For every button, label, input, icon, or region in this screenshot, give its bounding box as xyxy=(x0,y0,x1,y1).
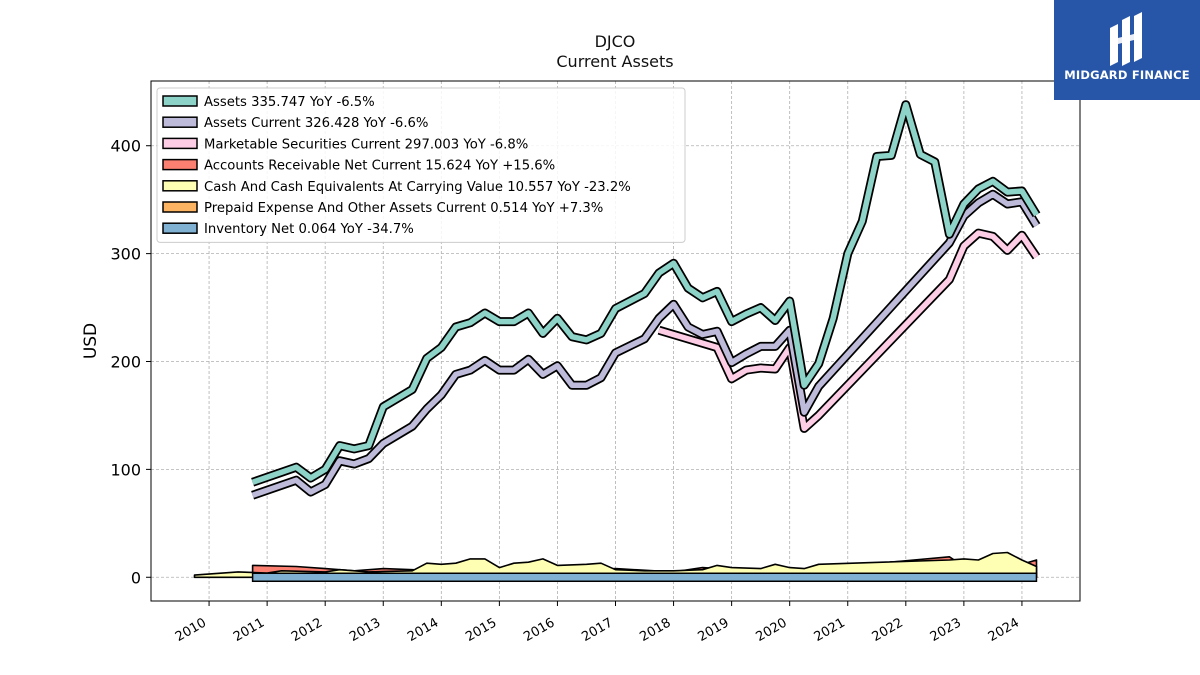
x-tick-label: 2015 xyxy=(463,615,499,645)
legend-entry-label: Prepaid Expense And Other Assets Current… xyxy=(204,201,603,216)
x-tick-label: 2023 xyxy=(928,615,964,645)
x-tick-label: 2024 xyxy=(986,615,1022,645)
legend-box xyxy=(156,87,686,243)
legend-entry-label: Assets 335.747 YoY -6.5% xyxy=(204,95,375,110)
series-line-3 xyxy=(658,230,1039,432)
legend-entry-label: Assets Current 326.428 YoY -6.6% xyxy=(204,116,428,131)
x-tick-label: 2017 xyxy=(579,615,615,645)
y-axis-ticks: 0 100 200 300 400 xyxy=(110,137,151,587)
x-tick-label: 2014 xyxy=(405,615,441,645)
logo-text: MIDGARD FINANCE xyxy=(1064,68,1190,82)
logo-mark-icon xyxy=(1110,12,1142,66)
legend-entry-label: Cash And Cash Equivalents At Carrying Va… xyxy=(204,180,631,195)
legend-swatch xyxy=(162,222,198,234)
legend-swatch xyxy=(162,116,198,128)
x-tick-label: 2010 xyxy=(173,615,209,645)
legend-swatch xyxy=(162,201,198,213)
legend-entry-label: Inventory Net 0.064 YoY -34.7% xyxy=(204,222,414,237)
brand-logo: MIDGARD FINANCE xyxy=(1054,0,1200,100)
x-axis-ticks: 2010 2011 2012 2013 2014 2015 2016 2017 2018 2019… xyxy=(173,601,1023,645)
legend-swatch xyxy=(162,137,198,150)
legend-swatch xyxy=(162,180,198,192)
x-tick-label: 2012 xyxy=(289,615,325,645)
y-tick-label: 300 xyxy=(110,245,141,264)
legend-entry-label: Marketable Securities Current 297.003 Yo… xyxy=(204,137,528,152)
series-area-5 xyxy=(193,551,1038,579)
x-tick-label: 2018 xyxy=(637,615,673,645)
x-tick-label: 2020 xyxy=(754,615,790,645)
x-tick-label: 2022 xyxy=(870,615,906,645)
legend-swatch xyxy=(162,95,198,107)
x-tick-label: 2013 xyxy=(347,615,383,645)
x-tick-label: 2019 xyxy=(695,615,731,645)
series-line-2 xyxy=(251,191,1039,498)
series-band-7 xyxy=(251,572,1038,583)
legend: Assets 335.747 YoY -6.5% Assets Current 3… xyxy=(156,87,686,243)
chart-subtitle: Current Assets xyxy=(556,52,674,71)
y-tick-label: 0 xyxy=(131,568,141,587)
legend-swatch xyxy=(162,158,198,171)
y-tick-label: 100 xyxy=(110,460,141,479)
x-tick-label: 2016 xyxy=(521,615,557,645)
x-tick-label: 2021 xyxy=(812,615,848,645)
y-tick-label: 400 xyxy=(110,137,141,156)
y-tick-label: 200 xyxy=(110,352,141,371)
chart-title: DJCO xyxy=(594,32,636,51)
y-axis-label: USD xyxy=(81,323,101,359)
legend-entry-label: Accounts Receivable Net Current 15.624 Y… xyxy=(204,159,555,174)
series-lines xyxy=(251,100,1041,583)
series-line-1 xyxy=(251,101,1039,485)
x-tick-label: 2011 xyxy=(231,615,267,645)
